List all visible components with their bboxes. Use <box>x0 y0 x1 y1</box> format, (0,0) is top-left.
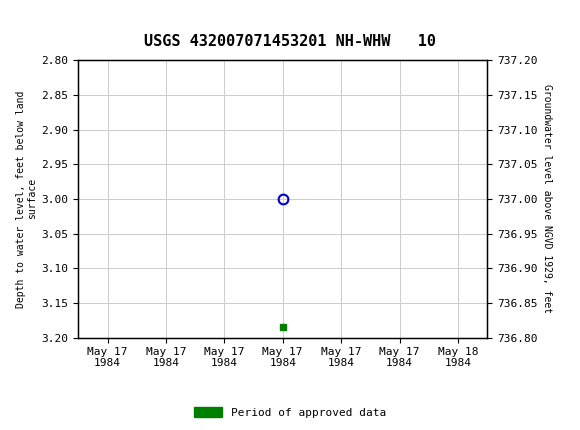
Text: ≈USGS: ≈USGS <box>3 12 85 33</box>
Text: USGS 432007071453201 NH-WHW   10: USGS 432007071453201 NH-WHW 10 <box>144 34 436 49</box>
Y-axis label: Depth to water level, feet below land
surface: Depth to water level, feet below land su… <box>16 90 38 307</box>
Y-axis label: Groundwater level above NGVD 1929, feet: Groundwater level above NGVD 1929, feet <box>542 84 552 313</box>
Legend: Period of approved data: Period of approved data <box>190 403 390 422</box>
